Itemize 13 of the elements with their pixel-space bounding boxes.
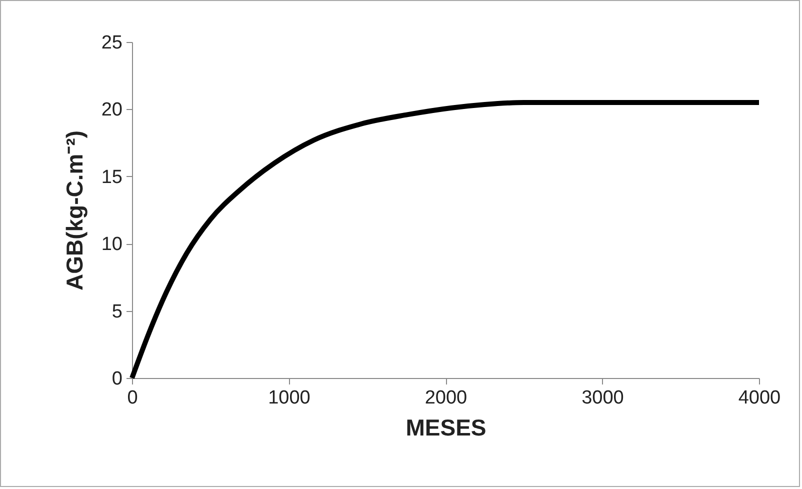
y-tick-label: 20 (101, 100, 122, 121)
x-tick-label: 4000 (738, 388, 781, 408)
x-tick-label: 3000 (582, 388, 624, 408)
y-tick-label: 10 (101, 234, 122, 256)
x-tick-label: 0 (127, 388, 138, 408)
y-tick-label: 5 (112, 301, 122, 322)
x-tick-label: 1000 (268, 388, 310, 408)
y-tick-label: 0 (112, 368, 122, 390)
y-tick-label: 15 (101, 166, 122, 188)
x-axis-title: MESES (406, 414, 486, 440)
y-axis-title: AGB(kg-C.m⁻²) (61, 130, 88, 291)
x-tick-label: 2000 (424, 388, 468, 408)
y-tick-label: 25 (101, 32, 122, 54)
